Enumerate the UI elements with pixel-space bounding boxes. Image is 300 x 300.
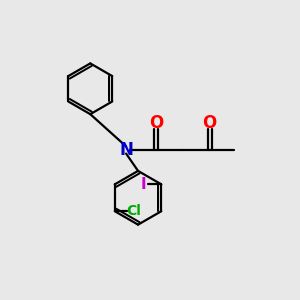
Text: O: O [202,114,217,132]
Text: Cl: Cl [126,204,141,218]
Text: O: O [149,114,163,132]
Text: I: I [141,177,146,192]
Text: N: N [119,141,133,159]
